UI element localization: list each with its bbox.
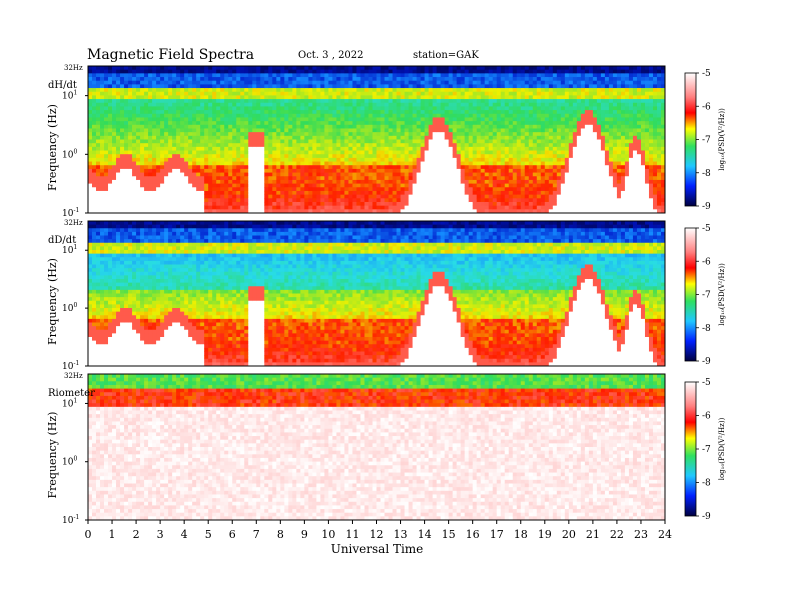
- colorbar-label: log₁₀(PSD(V²/Hz)): [718, 417, 726, 480]
- x-tick-label: 18: [514, 528, 528, 541]
- colorbar-label: log₁₀(PSD(V²/Hz)): [718, 108, 726, 171]
- panel-riometer: Riometer 32Hz 101 100 10-1 Frequency (Hz): [46, 372, 666, 526]
- y-top-label: 32Hz: [64, 64, 83, 72]
- x-tick-label: 19: [538, 528, 552, 541]
- x-tick-label: 9: [301, 528, 308, 541]
- colorbar-tick-label: -8: [702, 169, 711, 179]
- y-tick-label: 10-1: [62, 360, 79, 372]
- panel-frame: [87, 65, 666, 214]
- colorbar: -5 -6 -7 -8 -9 log₁₀(PSD(V²/Hz)): [684, 378, 726, 522]
- x-tick-label: 22: [610, 528, 624, 541]
- y-axis-label: Frequency (Hz): [46, 412, 59, 499]
- panel-frame: [87, 220, 666, 367]
- x-tick-label: 0: [85, 528, 92, 541]
- colorbar-gradient: [684, 381, 697, 517]
- x-tick-label: 12: [370, 528, 384, 541]
- x-tick-label: 21: [586, 528, 600, 541]
- x-tick-label: 6: [229, 528, 236, 541]
- x-tick-label: 17: [490, 528, 504, 541]
- colorbar-tick-label: -8: [702, 324, 711, 334]
- y-tick-label: 101: [62, 397, 77, 409]
- x-tick-label: 23: [634, 528, 648, 541]
- x-tick-label: 1: [109, 528, 116, 541]
- spectrogram-image: [88, 221, 666, 367]
- y-tick-label: 10-1: [62, 514, 79, 526]
- x-tick-label: 14: [418, 528, 432, 541]
- colorbar-tick-label: -5: [702, 378, 711, 388]
- panel-dhdt: dH/dt 32Hz 101 100 10-1 Frequency (Hz): [46, 64, 666, 219]
- date-label: Oct. 3 , 2022: [298, 50, 364, 61]
- spectrogram-image: [88, 374, 666, 521]
- y-axis-label: Frequency (Hz): [46, 104, 59, 191]
- colorbar-label: log₁₀(PSD(V²/Hz)): [718, 263, 726, 326]
- y-tick-label: 100: [62, 302, 77, 314]
- x-tick-label: 20: [562, 528, 576, 541]
- station-label: station=GAK: [413, 50, 479, 61]
- x-tick-label: 11: [345, 528, 359, 541]
- figure-title: Magnetic Field Spectra: [87, 47, 254, 63]
- colorbar-tick-label: -7: [702, 136, 711, 146]
- colorbar-tick-label: -7: [702, 291, 711, 301]
- colorbar-tick-label: -5: [702, 224, 711, 234]
- colorbar-tick-label: -7: [702, 445, 711, 455]
- colorbar: -5 -6 -7 -8 -9 log₁₀(PSD(V²/Hz)): [684, 224, 726, 367]
- y-tick-label: 10-1: [62, 207, 79, 219]
- y-tick-label: 101: [62, 244, 77, 256]
- panel-dddt: dD/dt 32Hz 101 100 10-1 Frequency (Hz): [46, 219, 666, 372]
- colorbar-tick-label: -8: [702, 479, 711, 489]
- panel-label: dD/dt: [48, 235, 76, 246]
- y-top-label: 32Hz: [64, 372, 83, 380]
- colorbar-gradient: [684, 72, 697, 207]
- spectrogram-image: [88, 66, 666, 214]
- y-tick-label: 100: [62, 148, 77, 160]
- x-tick-label: 3: [157, 528, 164, 541]
- colorbar: -5 -6 -7 -8 -9 log₁₀(PSD(V²/Hz)): [684, 69, 726, 212]
- x-axis: 0 1 2 3 4 5 6 7 8 9 10 11 12 13 14 15 16 17 18 19 20 21 22 23 24: [85, 520, 672, 541]
- colorbar-tick-label: -6: [702, 102, 711, 112]
- x-tick-label: 15: [442, 528, 456, 541]
- colorbar-tick-label: -9: [702, 357, 711, 367]
- y-tick-label: 101: [62, 90, 77, 102]
- colorbar-tick-label: -9: [702, 512, 711, 522]
- colorbar-tick-label: -5: [702, 69, 711, 79]
- x-tick-label: 5: [205, 528, 212, 541]
- panel-label: dH/dt: [48, 80, 77, 91]
- x-tick-label: 8: [277, 528, 284, 541]
- x-tick-label: 7: [253, 528, 260, 541]
- colorbar-tick-label: -6: [702, 412, 711, 422]
- colorbar-tick-label: -6: [702, 257, 711, 267]
- y-tick-label: 100: [62, 456, 77, 468]
- x-tick-label: 10: [321, 528, 335, 541]
- x-axis-label: Universal Time: [331, 542, 424, 556]
- y-axis-label: Frequency (Hz): [46, 258, 59, 345]
- y-top-label: 32Hz: [64, 219, 83, 227]
- x-tick-label: 24: [658, 528, 672, 541]
- x-tick-label: 16: [466, 528, 480, 541]
- x-tick-label: 13: [394, 528, 408, 541]
- colorbar-gradient: [684, 227, 697, 362]
- x-tick-label: 4: [181, 528, 188, 541]
- panel-label: Riometer: [48, 388, 95, 399]
- x-tick-label: 2: [133, 528, 140, 541]
- colorbar-tick-label: -9: [702, 202, 711, 212]
